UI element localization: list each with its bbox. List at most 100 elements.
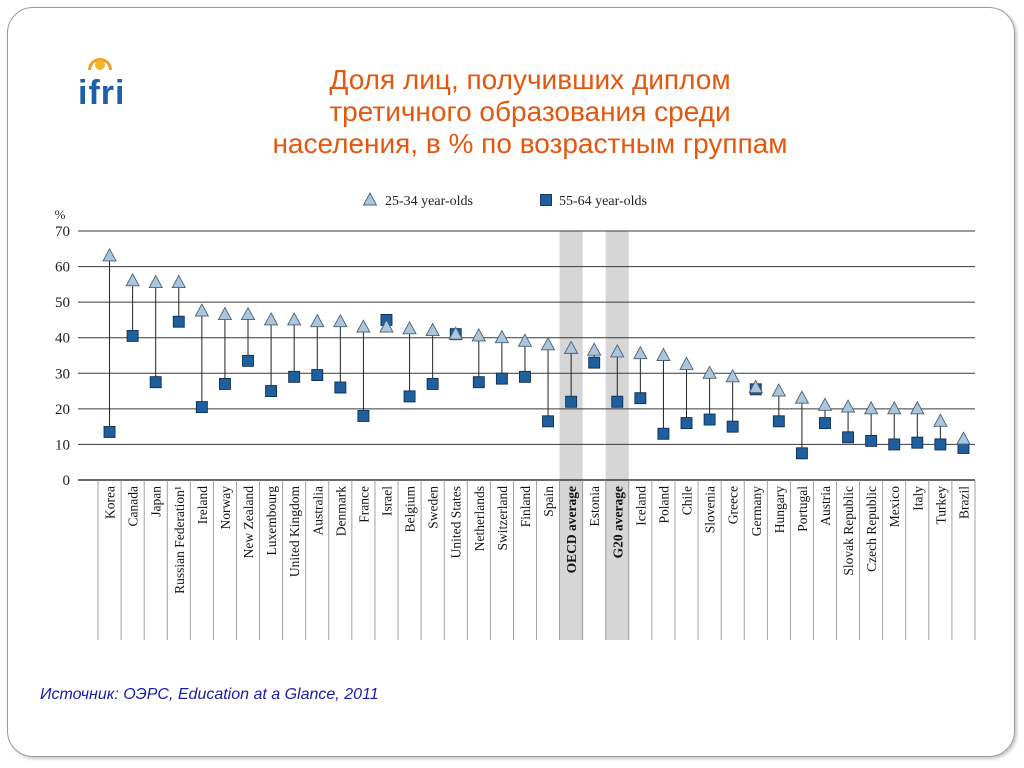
point-25-34 xyxy=(910,400,925,415)
point-25-34 xyxy=(679,356,694,370)
point-55-64 xyxy=(519,370,531,383)
attainment-chart: 0 10 20 30 40 50 60 70% Korea Canada Japan Russian … xyxy=(55,192,976,640)
point-25-34 xyxy=(286,311,302,326)
category-label: Austria xyxy=(818,486,833,526)
y-axis-label: % xyxy=(55,207,66,222)
category-label: Japan xyxy=(149,486,164,517)
point-55-64 xyxy=(288,370,301,383)
category-label: Belgium xyxy=(403,486,418,533)
point-25-34 xyxy=(471,327,487,342)
point-25-34 xyxy=(840,399,856,413)
point-25-34 xyxy=(656,347,671,361)
point-25-34 xyxy=(217,306,233,321)
category-label: Sweden xyxy=(426,486,441,529)
point-55-64 xyxy=(772,415,785,428)
category-label: Israel xyxy=(379,486,394,516)
point-55-64 xyxy=(657,427,670,440)
point-25-34 xyxy=(863,400,879,415)
point-55-64 xyxy=(911,436,924,449)
category-label: Czech Republic xyxy=(864,486,879,572)
point-25-34 xyxy=(171,274,187,289)
point-55-64 xyxy=(403,390,416,403)
title-line-1: Доля лиц, получивших диплом xyxy=(329,64,731,95)
slide-frame xyxy=(7,7,1015,757)
point-25-34 xyxy=(309,313,325,328)
category-label: Brazil xyxy=(956,486,971,519)
point-25-34 xyxy=(102,247,117,262)
category-label: Poland xyxy=(656,486,671,524)
slide-title: Доля лиц, получивших диплом третичного о… xyxy=(180,64,880,160)
category-label: Germany xyxy=(749,486,764,536)
category-label: France xyxy=(356,486,371,523)
category-label: Australia xyxy=(310,486,325,536)
category-label: Estonia xyxy=(587,486,602,527)
category-label: Slovenia xyxy=(703,486,718,533)
point-55-64 xyxy=(495,372,508,385)
point-25-34 xyxy=(794,390,810,404)
point-55-64 xyxy=(542,415,554,428)
point-25-34 xyxy=(933,413,948,427)
point-55-64 xyxy=(634,392,647,405)
category-label: Denmark xyxy=(333,486,348,536)
point-25-34 xyxy=(956,431,971,445)
point-55-64 xyxy=(680,417,693,430)
title-line-3: населения, в % по возрастным группам xyxy=(272,128,788,159)
logo-text: ifri xyxy=(78,74,125,112)
point-55-64 xyxy=(888,438,901,451)
category-label: G20 average xyxy=(610,486,625,558)
category-label: Norway xyxy=(218,486,233,530)
point-55-64 xyxy=(357,410,370,422)
category-label: United States xyxy=(449,486,464,558)
point-55-64 xyxy=(703,413,716,426)
point-25-34 xyxy=(263,311,279,326)
point-25-34 xyxy=(448,326,463,340)
point-25-34 xyxy=(356,319,371,333)
point-55-64 xyxy=(472,376,485,389)
y-tick-label: 10 xyxy=(55,437,70,453)
y-tick-label: 30 xyxy=(55,366,70,382)
y-tick-label: 0 xyxy=(63,473,71,489)
y-tick-label: 70 xyxy=(55,224,70,240)
point-25-34 xyxy=(517,333,533,347)
y-tick-label: 50 xyxy=(55,295,70,311)
point-25-34 xyxy=(148,274,163,289)
category-label: United Kingdom xyxy=(287,486,302,578)
point-25-34 xyxy=(540,336,556,351)
category-label: Ireland xyxy=(195,486,210,524)
category-label: Luxembourg xyxy=(264,486,279,556)
point-25-34 xyxy=(633,345,648,360)
ifri-logo: ifri xyxy=(78,58,125,112)
category-label: Netherlands xyxy=(472,486,487,551)
point-55-64 xyxy=(126,329,139,342)
category-label: Korea xyxy=(103,486,118,519)
category-label: Portugal xyxy=(795,486,810,532)
legend-marker-55-64 xyxy=(540,194,552,206)
category-label: New Zealand xyxy=(241,486,256,559)
legend-label-55-64: 55-64 year-olds xyxy=(559,194,647,209)
point-55-64 xyxy=(195,401,208,414)
point-25-34 xyxy=(125,272,140,287)
category-label: Turkey xyxy=(933,486,948,525)
category-label: Mexico xyxy=(887,486,902,527)
point-25-34 xyxy=(725,368,740,383)
category-label: OECD average xyxy=(564,486,579,573)
category-label: Greece xyxy=(726,486,741,524)
category-label: Slovak Republic xyxy=(841,486,856,576)
point-25-34 xyxy=(194,303,210,317)
logo-sun-icon xyxy=(88,58,112,70)
point-55-64 xyxy=(819,417,831,430)
point-25-34 xyxy=(748,379,764,393)
point-25-34 xyxy=(240,306,256,321)
point-25-34 xyxy=(817,397,833,411)
point-25-34 xyxy=(425,322,440,337)
point-55-64 xyxy=(334,381,347,394)
highlight-band xyxy=(605,231,629,640)
highlight-band xyxy=(559,231,583,640)
category-label: Finland xyxy=(518,486,533,528)
point-55-64 xyxy=(588,356,601,369)
point-55-64 xyxy=(172,315,185,328)
point-55-64 xyxy=(426,378,439,390)
category-label: Iceland xyxy=(633,486,648,526)
category-label: Chile xyxy=(680,486,695,515)
point-55-64 xyxy=(242,354,254,367)
